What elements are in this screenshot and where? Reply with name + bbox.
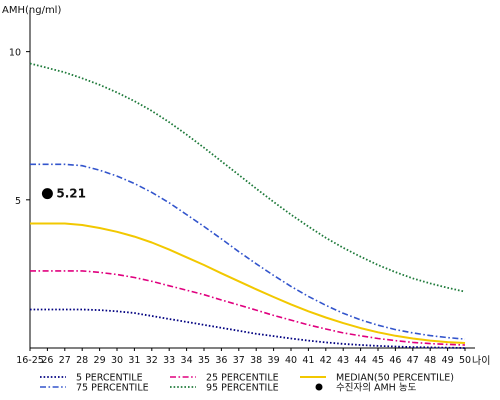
- x-tick-label: 33: [163, 355, 175, 366]
- series-line-5: [29, 62, 466, 293]
- legend-marker-dot: [315, 383, 323, 391]
- x-tick-label: 28: [76, 355, 88, 366]
- x-axis-title: 나이: [472, 355, 490, 367]
- x-tick-label: 32: [146, 355, 158, 366]
- legend-label: MEDIAN(50 PERCENTILE): [336, 373, 454, 384]
- x-tick-label: 38: [250, 355, 262, 366]
- x-tick-label: 16-25: [16, 355, 44, 366]
- y-tick-label: 5: [15, 196, 21, 207]
- legend: 5 PERCENTILE 25 PERCENTILE MEDIAN(50 PERCE…: [40, 373, 454, 394]
- y-axis-title: AMH(ng/ml): [2, 5, 61, 16]
- x-tick-label: 29: [94, 355, 106, 366]
- axes: AMH(ng/ml) 나이: [2, 5, 490, 367]
- legend-label: 75 PERCENTILE: [76, 383, 149, 394]
- x-tick-label: 46: [389, 355, 401, 366]
- x-tick-label: 43: [337, 355, 349, 366]
- x-tick-label: 34: [181, 355, 193, 366]
- x-tick-label: 26: [41, 355, 53, 366]
- series-line-4: [30, 163, 466, 340]
- series-layer: [29, 62, 466, 349]
- x-tick-label: 41: [302, 355, 314, 366]
- x-tick-label: 27: [59, 355, 71, 366]
- y-tick-label: 10: [9, 48, 21, 59]
- series-line-3: [30, 222, 466, 344]
- x-tick-label: 48: [424, 355, 436, 366]
- x-tick-label: 31: [128, 355, 140, 366]
- legend-label: 25 PERCENTILE: [206, 373, 279, 384]
- legend-label: 수진자의 AMH 농도: [336, 383, 417, 394]
- marker-layer: 5.21: [41, 187, 86, 201]
- x-tick-label: 35: [198, 355, 210, 366]
- x-tick-label: 42: [320, 355, 332, 366]
- series-line-1: [30, 308, 466, 349]
- x-tick-label: 30: [111, 355, 123, 366]
- x-tick-label: 40: [285, 355, 297, 366]
- x-tick-label: 44: [355, 355, 367, 366]
- series-line-2: [30, 270, 466, 346]
- x-tick-label: 39: [268, 355, 280, 366]
- x-tick-label: 49: [442, 355, 454, 366]
- x-tick-label: 47: [407, 355, 419, 366]
- x-tick-label: 37: [233, 355, 245, 366]
- amh-marker-dot: [41, 188, 53, 200]
- amh-marker-label: 5.21: [56, 187, 86, 201]
- legend-label: 95 PERCENTILE: [206, 383, 279, 394]
- legend-label: 5 PERCENTILE: [76, 373, 143, 384]
- x-tick-label: 36: [215, 355, 227, 366]
- x-tick-label: 50: [459, 355, 471, 366]
- x-tick-label: 45: [372, 355, 384, 366]
